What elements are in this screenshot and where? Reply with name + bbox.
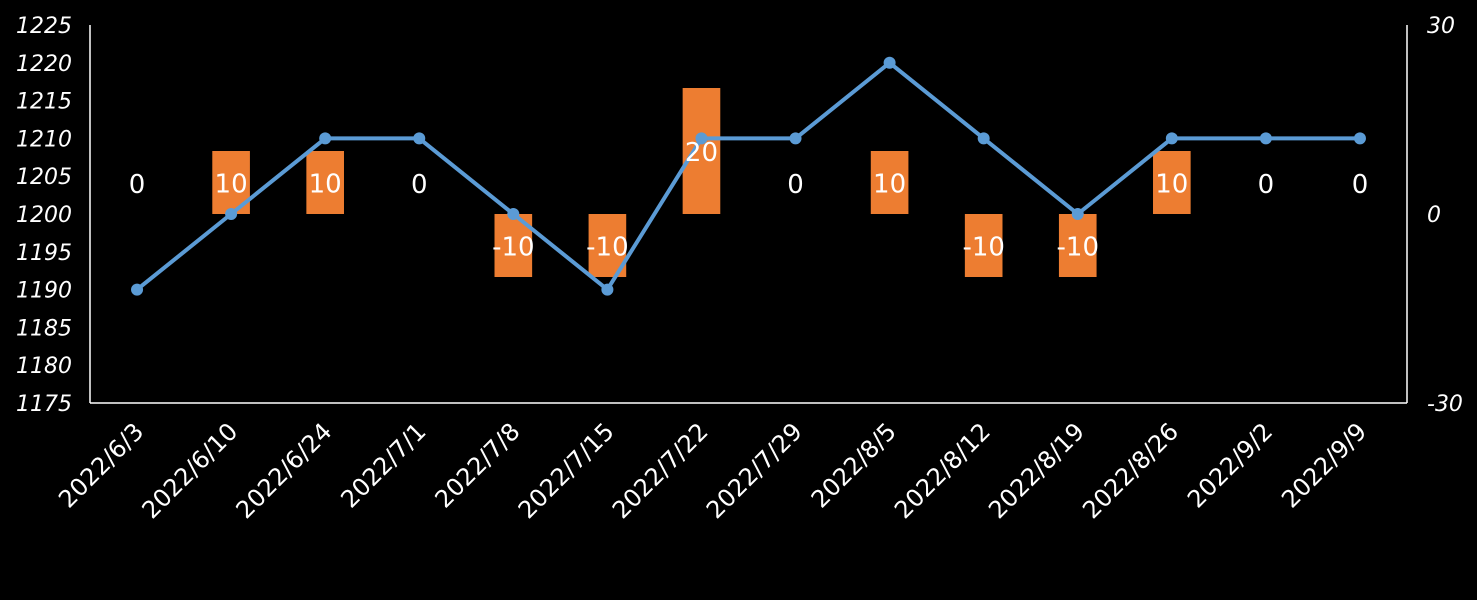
bar <box>870 151 909 214</box>
bar-data-label: 10 <box>215 170 248 200</box>
line-point <box>789 132 802 145</box>
y-left-tick-label: 1210 <box>16 127 72 152</box>
bar-data-label: 10 <box>873 170 906 200</box>
bar <box>682 88 721 214</box>
bar-data-label: 0 <box>787 170 804 200</box>
data-labels: 0 10 10 0 -10 -10 20 0 10 -10 -10 10 0 0 <box>129 138 1368 263</box>
x-tick-label: 2022/7/1 <box>335 417 431 513</box>
bar-data-label: -10 <box>586 233 628 263</box>
x-tick-label: 2022/6/24 <box>231 417 338 524</box>
line-point <box>225 208 238 220</box>
y-right-tick-label: -30 <box>1427 392 1463 417</box>
y-left-tick-label: 1185 <box>16 316 72 341</box>
y-left-tick-label: 1220 <box>16 52 72 77</box>
bar-data-label: -10 <box>1057 233 1099 263</box>
y-left-tick-label: 1205 <box>16 165 72 190</box>
bar-data-label: 0 <box>129 170 146 200</box>
line-point <box>695 132 708 145</box>
y-left-tick-label: 1190 <box>16 279 72 304</box>
line-point <box>319 132 332 145</box>
x-tick-label: 2022/7/22 <box>607 417 714 524</box>
line-point <box>1165 132 1178 145</box>
x-tick-label: 2022/8/26 <box>1077 417 1184 524</box>
y-right-tick-label: 0 <box>1427 203 1441 228</box>
x-tick-label: 2022/8/5 <box>806 417 902 513</box>
x-tick-label: 2022/6/3 <box>53 417 149 513</box>
line-point <box>413 132 426 145</box>
line-point <box>507 208 520 220</box>
bar <box>306 151 344 214</box>
bar-data-label: 10 <box>309 170 342 200</box>
x-tick-label: 2022/7/29 <box>701 417 808 524</box>
line-point <box>977 132 990 145</box>
bar-data-label: 10 <box>1155 170 1188 200</box>
bar-data-label: 0 <box>1258 170 1275 200</box>
x-tick-label: 2022/7/8 <box>430 417 526 513</box>
bar <box>1153 151 1191 214</box>
y-left-tick-label: 1215 <box>16 90 72 115</box>
line-point <box>883 56 896 69</box>
line-point <box>1259 132 1272 145</box>
line-path <box>135 60 1360 292</box>
line-series <box>131 56 1366 296</box>
x-tick-label: 2022/8/12 <box>889 417 996 524</box>
bar <box>964 214 1003 277</box>
line-point <box>1353 132 1366 145</box>
bar <box>1058 214 1097 277</box>
y-left-tick-label: 1195 <box>16 241 72 266</box>
bar-data-label: 20 <box>685 138 718 168</box>
bar-data-label: -10 <box>962 233 1004 263</box>
y-axis-left: 1225 1220 1215 1210 1205 1200 1195 1190 1185 1180… <box>16 14 91 417</box>
x-tick-label: 2022/7/15 <box>513 417 620 524</box>
x-tick-label: 2022/9/2 <box>1182 417 1278 513</box>
y-left-tick-label: 1175 <box>16 392 72 417</box>
x-tick-label: 2022/9/9 <box>1276 417 1372 513</box>
bar-data-label: 0 <box>1352 170 1369 200</box>
x-axis: 2022/6/32022/6/102022/6/242022/7/12022/7… <box>53 402 1407 524</box>
line-point <box>1071 208 1084 220</box>
line-point <box>131 283 144 296</box>
x-tick-label: 2022/8/19 <box>983 417 1090 524</box>
line-point <box>601 283 614 296</box>
y-axis-right: 30 0 -30 <box>1406 14 1463 417</box>
y-right-tick-label: 30 <box>1427 14 1455 39</box>
y-left-tick-label: 1180 <box>16 354 72 379</box>
y-left-tick-label: 1225 <box>16 14 72 39</box>
bar-data-label: 0 <box>411 170 428 200</box>
x-tick-label: 2022/6/10 <box>137 417 244 524</box>
bar-series <box>212 88 1191 277</box>
y-left-tick-label: 1200 <box>16 203 72 228</box>
bar-data-label: -10 <box>492 233 534 263</box>
